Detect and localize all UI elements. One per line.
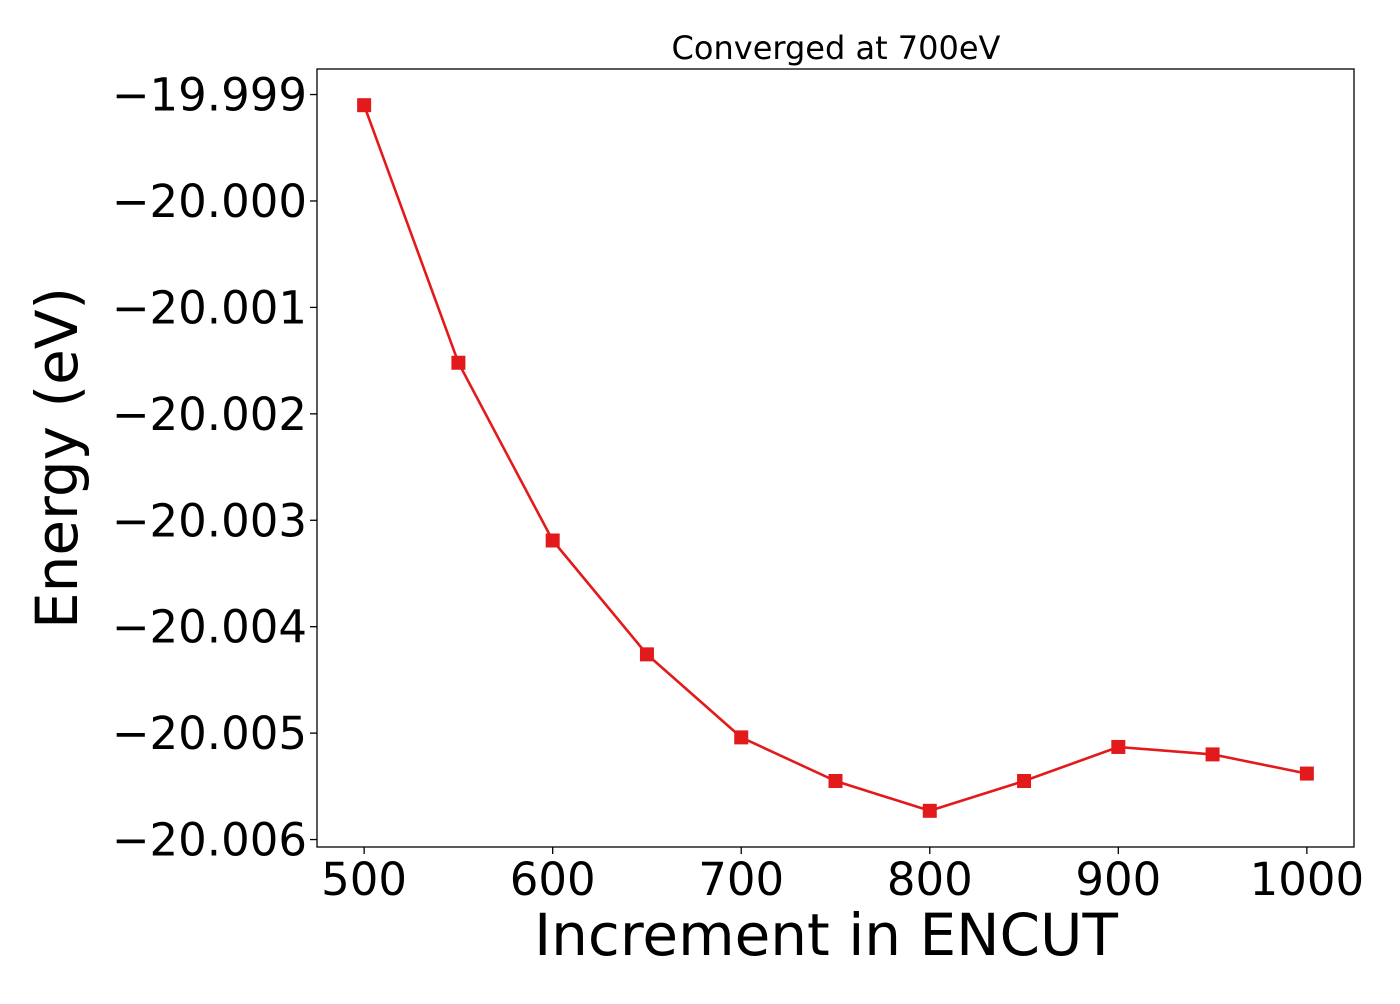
data-point-marker — [1205, 747, 1220, 762]
data-point-marker — [922, 803, 937, 818]
y-tick-label: −20.000 — [112, 175, 307, 228]
y-tick-label: −20.002 — [112, 388, 307, 441]
y-axis-title: Energy (eV) — [23, 287, 91, 629]
plot-area-frame — [316, 68, 1355, 848]
data-point-marker — [639, 647, 654, 662]
series-group — [357, 98, 1314, 818]
data-point-marker — [451, 355, 466, 370]
chart-title: Converged at 700eV — [672, 29, 1001, 67]
series-line — [362, 104, 1308, 813]
x-tick-label: 600 — [510, 853, 596, 906]
data-point-marker — [1299, 766, 1314, 781]
x-tick-label: 800 — [887, 853, 973, 906]
data-point-marker — [734, 730, 749, 745]
x-tick-label: 1000 — [1250, 853, 1365, 906]
y-tick-label: −20.005 — [112, 707, 307, 760]
y-tick-label: −19.999 — [112, 69, 307, 122]
y-tick-label: −20.001 — [112, 281, 307, 334]
x-axis: 500 600 700 800 900 1000 — [321, 847, 1364, 906]
x-tick-label: 900 — [1075, 853, 1161, 906]
y-axis: −19.999 −20.000 −20.001 −20.002 −20.003 −20.0… — [112, 69, 317, 867]
data-point-marker — [1017, 774, 1032, 789]
data-point-marker — [545, 533, 560, 548]
data-point-marker — [828, 774, 843, 789]
data-point-marker — [1111, 739, 1126, 754]
data-point-marker — [357, 98, 372, 113]
y-tick-label: −20.006 — [112, 814, 307, 867]
x-tick-label: 500 — [321, 853, 407, 906]
x-axis-title: Increment in ENCUT — [534, 901, 1118, 969]
x-tick-label: 700 — [698, 853, 784, 906]
y-tick-label: −20.004 — [112, 601, 307, 654]
y-tick-label: −20.003 — [112, 494, 307, 547]
